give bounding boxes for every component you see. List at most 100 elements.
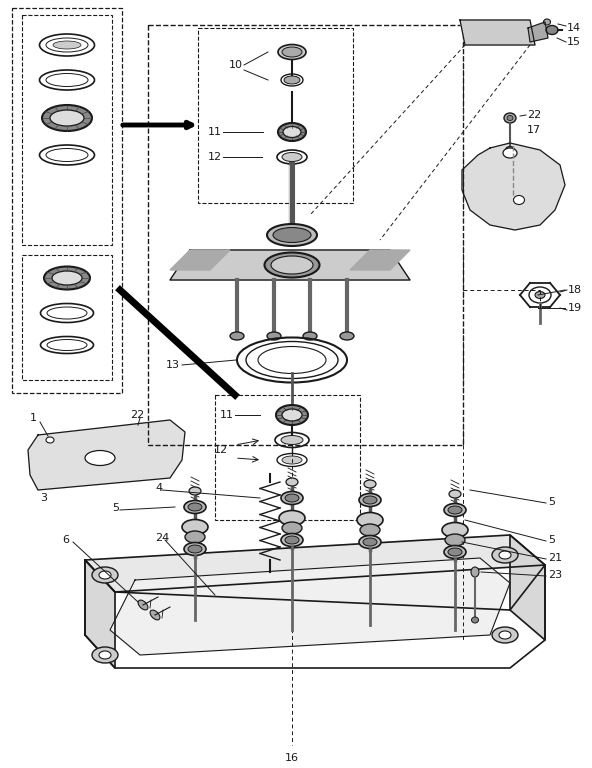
Text: 16: 16 — [285, 753, 299, 763]
Ellipse shape — [285, 536, 299, 544]
Polygon shape — [460, 20, 535, 45]
Text: 15: 15 — [567, 37, 581, 47]
Text: 19: 19 — [568, 303, 582, 313]
Ellipse shape — [303, 332, 317, 340]
Ellipse shape — [286, 478, 298, 486]
Bar — [22, 15, 112, 245]
Bar — [148, 25, 463, 445]
Ellipse shape — [189, 487, 201, 495]
Ellipse shape — [357, 512, 383, 528]
Text: 10: 10 — [229, 60, 243, 70]
Ellipse shape — [53, 41, 81, 49]
Polygon shape — [110, 558, 510, 655]
Ellipse shape — [85, 451, 115, 465]
Ellipse shape — [278, 123, 306, 141]
Polygon shape — [85, 535, 545, 592]
Ellipse shape — [188, 545, 202, 553]
Text: 5: 5 — [548, 535, 555, 545]
Ellipse shape — [444, 545, 466, 558]
Text: 6: 6 — [62, 535, 69, 545]
Ellipse shape — [471, 567, 479, 577]
Text: 11: 11 — [220, 410, 234, 420]
Polygon shape — [350, 250, 410, 270]
Ellipse shape — [492, 627, 518, 643]
Ellipse shape — [448, 506, 462, 514]
Text: 18: 18 — [568, 285, 582, 295]
Ellipse shape — [282, 456, 302, 464]
Ellipse shape — [99, 651, 111, 659]
Text: 5: 5 — [112, 503, 119, 513]
Ellipse shape — [52, 271, 82, 285]
Ellipse shape — [184, 501, 206, 514]
Ellipse shape — [359, 535, 381, 548]
Bar — [198, 28, 353, 203]
Polygon shape — [28, 420, 185, 490]
Text: 21: 21 — [548, 553, 562, 563]
Ellipse shape — [359, 494, 381, 507]
Ellipse shape — [265, 253, 320, 277]
Ellipse shape — [185, 531, 205, 543]
Ellipse shape — [513, 196, 525, 204]
Ellipse shape — [182, 519, 208, 535]
Text: 5: 5 — [548, 497, 555, 507]
Text: 13: 13 — [166, 360, 180, 370]
Text: 23: 23 — [548, 570, 562, 580]
Ellipse shape — [278, 45, 306, 59]
Bar — [22, 255, 112, 380]
Ellipse shape — [282, 153, 302, 161]
Ellipse shape — [273, 227, 311, 243]
Ellipse shape — [448, 548, 462, 556]
Ellipse shape — [281, 534, 303, 547]
Ellipse shape — [282, 409, 302, 421]
Ellipse shape — [284, 76, 300, 84]
Ellipse shape — [445, 534, 465, 546]
Ellipse shape — [449, 490, 461, 498]
Ellipse shape — [138, 600, 148, 610]
Bar — [12, 8, 122, 393]
Ellipse shape — [543, 19, 551, 25]
Ellipse shape — [281, 492, 303, 505]
Ellipse shape — [503, 148, 517, 158]
Ellipse shape — [507, 115, 513, 121]
Bar — [215, 395, 360, 520]
Text: 17: 17 — [527, 125, 541, 135]
Ellipse shape — [44, 266, 90, 290]
Ellipse shape — [188, 503, 202, 511]
Polygon shape — [170, 250, 230, 270]
Ellipse shape — [535, 292, 545, 299]
Ellipse shape — [230, 332, 244, 340]
Text: 4: 4 — [155, 483, 162, 493]
Ellipse shape — [504, 113, 516, 123]
Ellipse shape — [267, 332, 281, 340]
Ellipse shape — [267, 224, 317, 246]
Ellipse shape — [471, 617, 478, 623]
Ellipse shape — [99, 571, 111, 579]
Text: 12: 12 — [214, 445, 228, 455]
Ellipse shape — [281, 435, 303, 445]
Polygon shape — [528, 22, 548, 42]
Text: 1: 1 — [30, 413, 37, 423]
Ellipse shape — [492, 547, 518, 563]
Ellipse shape — [276, 405, 308, 425]
Text: 11: 11 — [208, 127, 222, 137]
Ellipse shape — [282, 47, 302, 57]
Ellipse shape — [285, 494, 299, 502]
Polygon shape — [510, 535, 545, 640]
Polygon shape — [85, 560, 115, 668]
Ellipse shape — [283, 127, 301, 137]
Ellipse shape — [42, 105, 92, 131]
Ellipse shape — [364, 480, 376, 488]
Ellipse shape — [442, 522, 468, 538]
Ellipse shape — [184, 542, 206, 555]
Ellipse shape — [499, 551, 511, 559]
Text: 14: 14 — [567, 23, 581, 33]
Ellipse shape — [506, 147, 514, 154]
Ellipse shape — [271, 256, 313, 274]
Polygon shape — [462, 143, 565, 230]
Text: 24: 24 — [155, 533, 169, 543]
Ellipse shape — [444, 504, 466, 517]
Ellipse shape — [46, 437, 54, 443]
Ellipse shape — [92, 567, 118, 583]
Ellipse shape — [363, 538, 377, 546]
Text: 22: 22 — [130, 410, 144, 420]
